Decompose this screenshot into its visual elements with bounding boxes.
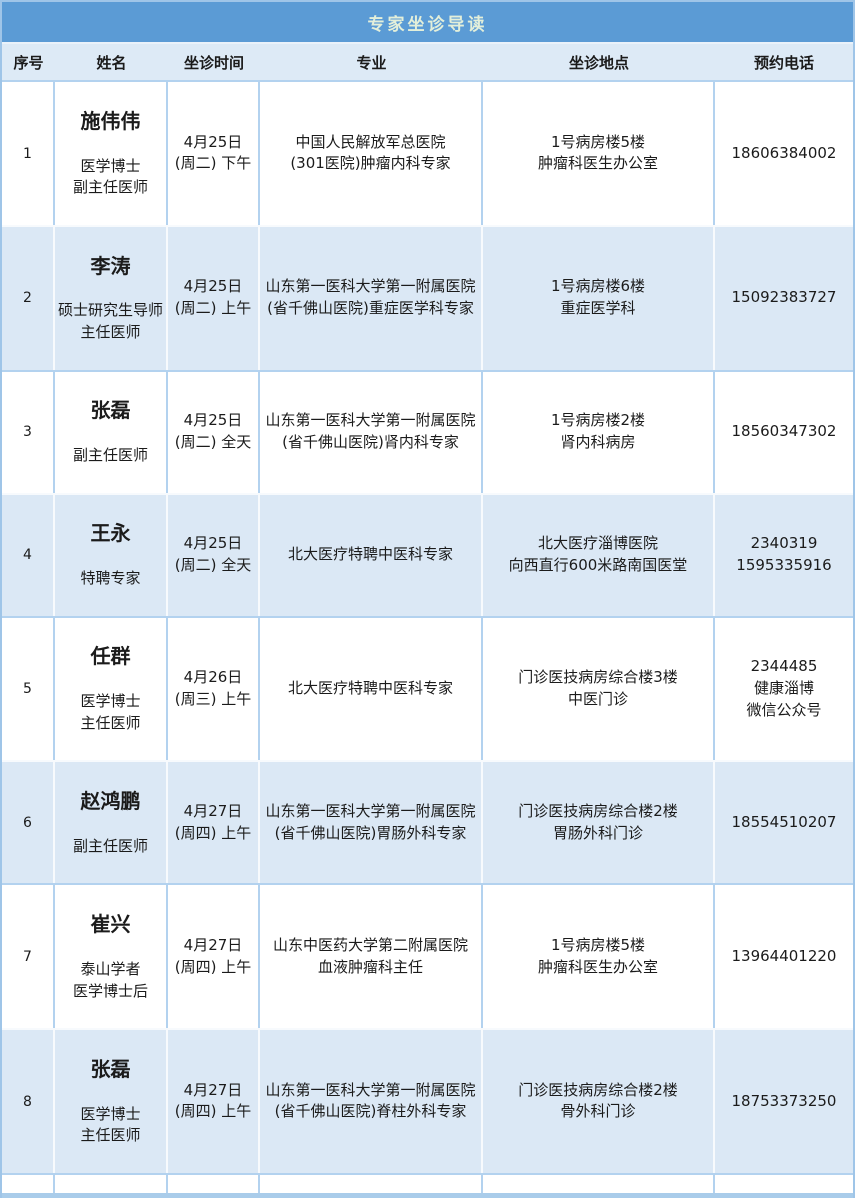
cell-location: 北大医疗淄博医院 向西直行600米路南国医堂 [483,492,715,616]
row-number: 6 [23,814,32,831]
cell-location: 1号病房楼5楼 肿瘤科医生办公室 [483,80,715,225]
cell-location: 1号病房楼5楼 肿瘤科医生办公室 [483,883,715,1028]
cell-time: 4月25日 (周二) 上午 [168,224,260,370]
table-row: 8 张磊 医学博士 主任医师 4月27日 (周四) 上午 山东第一医科大学第一附… [2,1028,853,1173]
cell-seq: 3 [2,369,55,493]
cell-phone: 2344485 健康淄博 微信公众号 [715,615,853,761]
cell-phone: 18606384002 [715,80,853,225]
cell-name: 张磊 副主任医师 [55,369,168,493]
cell-specialty: 北大医疗特聘中医科专家 [260,492,483,616]
expert-credentials: 医学博士 主任医师 [80,692,141,732]
col-header-seq: 序号 [2,44,55,80]
cell-seq: 6 [2,760,55,884]
cell-specialty: 北大医疗特聘中医科专家 [260,615,483,761]
schedule-body: 1 施伟伟 医学博士 副主任医师 4月25日 (周二) 下午 中国人民解放军总医… [2,80,853,1198]
cell-seq: 4 [2,492,55,616]
col-header-name: 姓名 [55,44,168,80]
cell-time: 4月27日 (周四) 上午 [168,760,260,884]
cell-specialty: 山东第一医科大学第一附属医院 (省千佛山医院)肾内科专家 [260,369,483,493]
table-row: 4 王永 特聘专家 4月25日 (周二) 全天 北大医疗特聘中医科专家 北大医疗… [2,492,853,616]
cell-location: 门诊医技病房综合楼2楼 骨外科门诊 [483,1028,715,1173]
cell-name: 任群 医学博士 主任医师 [55,615,168,761]
expert-credentials: 硕士研究生导师主任医师 [57,301,163,341]
cell-time: 4月27日 (周四) 上午 [168,883,260,1028]
expert-schedule-table: 序号 姓名 坐诊时间 专业 坐诊地点 预约电话 1 施伟伟 医学博士 副主任医师… [2,44,853,1198]
expert-credentials: 医学博士 副主任医师 [72,156,148,197]
cell-time: 4月25日 (周二) 全天 [168,369,260,493]
cell-time: 4月27日 (周四) 上午 [168,1028,260,1173]
table-row: 2 李涛 硕士研究生导师主任医师 4月25日 (周二) 上午 山东第一医科大学第… [2,224,853,370]
header-row: 序号 姓名 坐诊时间 专业 坐诊地点 预约电话 [2,44,853,80]
expert-name: 任群 [90,644,131,669]
row-number: 4 [23,547,32,564]
cell-phone: 13964401220 [715,883,853,1028]
cell-specialty: 山东第一医科大学第一附属医院 (省千佛山医院)重症医学科专家 [260,224,483,370]
expert-credentials: 副主任医师 [72,836,148,855]
cell-phone: 18554510207 [715,760,853,884]
row-number: 5 [23,681,32,697]
cell-location: 1号病房楼2楼 肾内科病房 [483,369,715,493]
table-row: 6 赵鸿鹏 副主任医师 4月27日 (周四) 上午 山东第一医科大学第一附属医院… [2,760,853,884]
expert-name: 张磊 [90,1056,131,1081]
cell-seq: 7 [2,883,55,1028]
cell-phone: 18560347302 [715,369,853,493]
cell-name: 崔兴 泰山学者 医学博士后 [55,883,168,1028]
cell-location: 门诊医技病房综合楼3楼 中医门诊 [483,615,715,761]
cell-name: 赵鸿鹏 副主任医师 [55,760,168,884]
cell-phone: 2340319 1595335916 [715,492,853,616]
expert-credentials: 泰山学者 医学博士后 [72,959,148,1000]
cell-phone: 18753373250 [715,1028,853,1173]
cell-phone: 15092383727 [715,224,853,370]
cell-time: 4月26日 (周三) 上午 [168,615,260,761]
expert-name: 张磊 [90,398,131,423]
cell-name: 施伟伟 医学博士 副主任医师 [55,80,168,225]
col-header-phone: 预约电话 [715,44,853,80]
table-row: 7 崔兴 泰山学者 医学博士后 4月27日 (周四) 上午 山东中医药大学第二附… [2,883,853,1028]
expert-name: 施伟伟 [80,108,141,133]
cell-seq: 8 [2,1028,55,1173]
cell-seq: 5 [2,615,55,761]
row-number: 1 [23,145,32,162]
cell-specialty: 山东中医药大学第二附属医院 血液肿瘤科主任 [260,883,483,1028]
bottom-edge-strip [2,1193,853,1198]
cell-location: 1号病房楼6楼 重症医学科 [483,224,715,370]
col-header-specialty: 专业 [260,44,483,80]
page-title: 专家坐诊导读 [2,2,853,44]
cell-name: 张磊 医学博士 主任医师 [55,1028,168,1173]
row-number: 7 [23,948,32,965]
table-row: 1 施伟伟 医学博士 副主任医师 4月25日 (周二) 下午 中国人民解放军总医… [2,80,853,225]
cell-seq: 1 [2,80,55,225]
expert-name: 赵鸿鹏 [80,789,141,813]
table-row: 3 张磊 副主任医师 4月25日 (周二) 全天 山东第一医科大学第一附属医院 … [2,369,853,493]
row-number: 8 [23,1093,32,1110]
expert-name: 李涛 [90,253,131,278]
expert-name: 崔兴 [90,912,131,936]
cell-location: 门诊医技病房综合楼2楼 胃肠外科门诊 [483,760,715,884]
table-row: 5 任群 医学博士 主任医师 4月26日 (周三) 上午 北大医疗特聘中医科专家… [2,615,853,761]
cell-time: 4月25日 (周二) 下午 [168,80,260,225]
expert-name: 王永 [90,521,131,546]
cell-specialty: 山东第一医科大学第一附属医院 (省千佛山医院)胃肠外科专家 [260,760,483,884]
row-number: 3 [23,424,32,441]
cell-name: 王永 特聘专家 [55,492,168,616]
expert-credentials: 医学博士 主任医师 [80,1104,141,1145]
col-header-time: 坐诊时间 [168,44,260,80]
expert-credentials: 副主任医师 [72,446,148,464]
cell-seq: 2 [2,224,55,370]
cell-name: 李涛 硕士研究生导师主任医师 [55,224,168,370]
row-number: 2 [23,290,32,307]
cell-time: 4月25日 (周二) 全天 [168,492,260,616]
cell-specialty: 中国人民解放军总医院 (301医院)肿瘤内科专家 [260,80,483,225]
col-header-location: 坐诊地点 [483,44,715,80]
cell-specialty: 山东第一医科大学第一附属医院 (省千佛山医院)脊柱外科专家 [260,1028,483,1173]
expert-credentials: 特聘专家 [80,569,141,587]
